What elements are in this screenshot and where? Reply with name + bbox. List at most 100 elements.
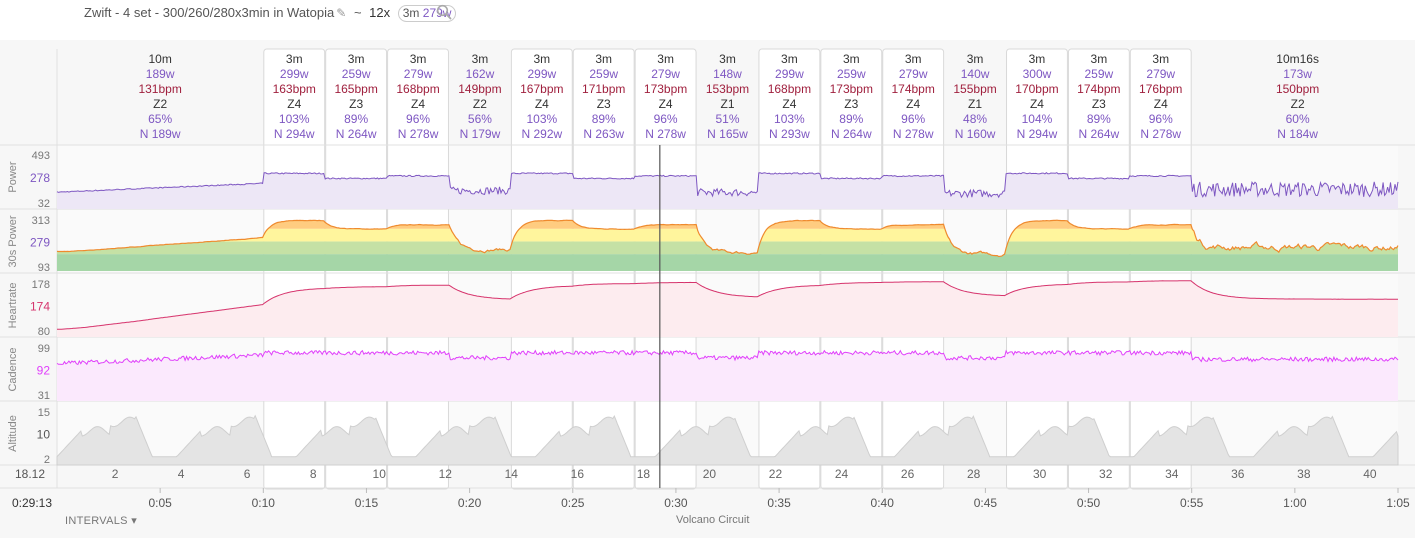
- tick-min-cadence: 31: [38, 390, 50, 402]
- interval-dur-label: 3m: [905, 52, 922, 66]
- distance-tick: 26: [901, 467, 915, 481]
- interval-power-label: 299w: [527, 67, 556, 81]
- distance-tick: 34: [1165, 467, 1179, 481]
- pencil-icon[interactable]: ✎: [336, 6, 347, 20]
- distance-tick: 4: [178, 467, 185, 481]
- axis-label-power30: 30s Power: [7, 215, 19, 267]
- top-bar: Zwift - 4 set - 300/260/280x3min in Wato…: [0, 0, 1415, 41]
- distance-tick: 8: [310, 467, 317, 481]
- interval-summary-badge[interactable]: 3m 279w: [397, 5, 457, 22]
- interval-hr-label: 153bpm: [706, 82, 749, 96]
- distance-tick: 16: [571, 467, 585, 481]
- interval-power-label: 140w: [961, 67, 990, 81]
- heartrate-area: [57, 280, 1398, 337]
- distance-tick: 20: [703, 467, 717, 481]
- interval-hr-label: 150bpm: [1276, 82, 1319, 96]
- interval-np-label: N 264w: [336, 127, 377, 141]
- interval-hr-label: 163bpm: [273, 82, 316, 96]
- tick-current-altitude: 10: [37, 428, 51, 442]
- interval-hr-label: 174bpm: [1077, 82, 1120, 96]
- interval-dur-label: 3m: [1091, 52, 1108, 66]
- time-tick: 1:05: [1386, 496, 1410, 510]
- interval-zone-label: Z4: [1154, 97, 1168, 111]
- interval-power-label: 300w: [1023, 67, 1052, 81]
- distance-tick: 28: [967, 467, 981, 481]
- interval-zone-label: Z4: [1030, 97, 1044, 111]
- activity-title[interactable]: Zwift - 4 set - 300/260/280x3min in Wato…: [84, 5, 457, 22]
- interval-np-label: N 278w: [645, 127, 686, 141]
- power-area: [57, 172, 1398, 209]
- interval-power-label: 279w: [651, 67, 680, 81]
- interval-hr-label: 170bpm: [1015, 82, 1058, 96]
- interval-pct-label: 60%: [1286, 112, 1310, 126]
- interval-dur-label: 3m: [472, 52, 489, 66]
- tick-min-heartrate: 80: [38, 326, 50, 338]
- distance-tick: 22: [769, 467, 783, 481]
- tick-current-power30: 279: [30, 236, 50, 250]
- interval-np-label: N 189w: [140, 127, 181, 141]
- interval-hr-label: 173bpm: [830, 82, 873, 96]
- interval-np-label: N 263w: [583, 127, 624, 141]
- axis-label-altitude: Altitude: [7, 415, 19, 452]
- interval-power-label: 299w: [775, 67, 804, 81]
- activity-name[interactable]: Zwift - 4 set - 300/260/280x3min in Wato…: [84, 5, 335, 20]
- interval-zone-label: Z3: [597, 97, 611, 111]
- route-name: Volcano Circuit: [676, 514, 750, 526]
- distance-tick: 40: [1363, 467, 1377, 481]
- tick-min-power30: 93: [38, 262, 50, 274]
- interval-power-label: 259w: [342, 67, 371, 81]
- time-tick: 0:25: [561, 496, 585, 510]
- power-line: [56, 172, 1399, 199]
- interval-pct-label: 89%: [839, 112, 863, 126]
- tick-max-cadence: 99: [38, 343, 50, 355]
- interval-np-label: N 264w: [831, 127, 872, 141]
- chart-area[interactable]: 10m 189w 131bpm Z2 65% N 189w 3m 299w 163bpm Z4 10…: [0, 40, 1415, 538]
- axis-label-heartrate: Heartrate: [7, 283, 19, 329]
- power30-line: [56, 219, 1399, 258]
- interval-np-label: N 179w: [460, 127, 501, 141]
- distance-tick: 38: [1297, 467, 1311, 481]
- interval-pct-label: 104%: [1022, 112, 1053, 126]
- interval-power-label: 279w: [899, 67, 928, 81]
- interval-zone-label: Z2: [1291, 97, 1305, 111]
- interval-power-label: 299w: [280, 67, 309, 81]
- time-tick: 0:10: [252, 496, 276, 510]
- interval-pct-label: 48%: [963, 112, 987, 126]
- distance-tick: 32: [1099, 467, 1113, 481]
- cadence-line: [56, 349, 1399, 366]
- distance-tick: 14: [505, 467, 519, 481]
- interval-np-label: N 160w: [955, 127, 996, 141]
- power30-zone-band: [57, 254, 1398, 271]
- interval-np-label: N 184w: [1277, 127, 1318, 141]
- interval-hr-label: 149bpm: [458, 82, 501, 96]
- interval-dur-label: 3m: [410, 52, 427, 66]
- time-tick: 0:35: [767, 496, 791, 510]
- interval-power-label: 279w: [1146, 67, 1175, 81]
- interval-power-label: 173w: [1283, 67, 1312, 81]
- interval-pct-label: 96%: [406, 112, 430, 126]
- tick-max-altitude: 15: [38, 407, 50, 419]
- badge-power: 279w: [422, 6, 452, 20]
- axis-label-cadence: Cadence: [7, 347, 19, 391]
- intervals-dropdown[interactable]: INTERVALS ▾: [65, 515, 138, 527]
- interval-power-label: 259w: [1085, 67, 1114, 81]
- interval-zone-label: Z1: [968, 97, 982, 111]
- interval-pct-label: 65%: [148, 112, 172, 126]
- interval-dur-label: 3m: [843, 52, 860, 66]
- interval-hr-label: 167bpm: [520, 82, 563, 96]
- interval-power-label: 259w: [589, 67, 618, 81]
- interval-np-label: N 278w: [398, 127, 439, 141]
- interval-pct-label: 89%: [1087, 112, 1111, 126]
- search-icon[interactable]: [436, 4, 452, 20]
- tick-current-power: 278: [30, 171, 50, 185]
- interval-np-label: N 293w: [769, 127, 810, 141]
- time-tick: 0:55: [1180, 496, 1204, 510]
- interval-hr-label: 168bpm: [396, 82, 439, 96]
- interval-dur-label: 3m: [719, 52, 736, 66]
